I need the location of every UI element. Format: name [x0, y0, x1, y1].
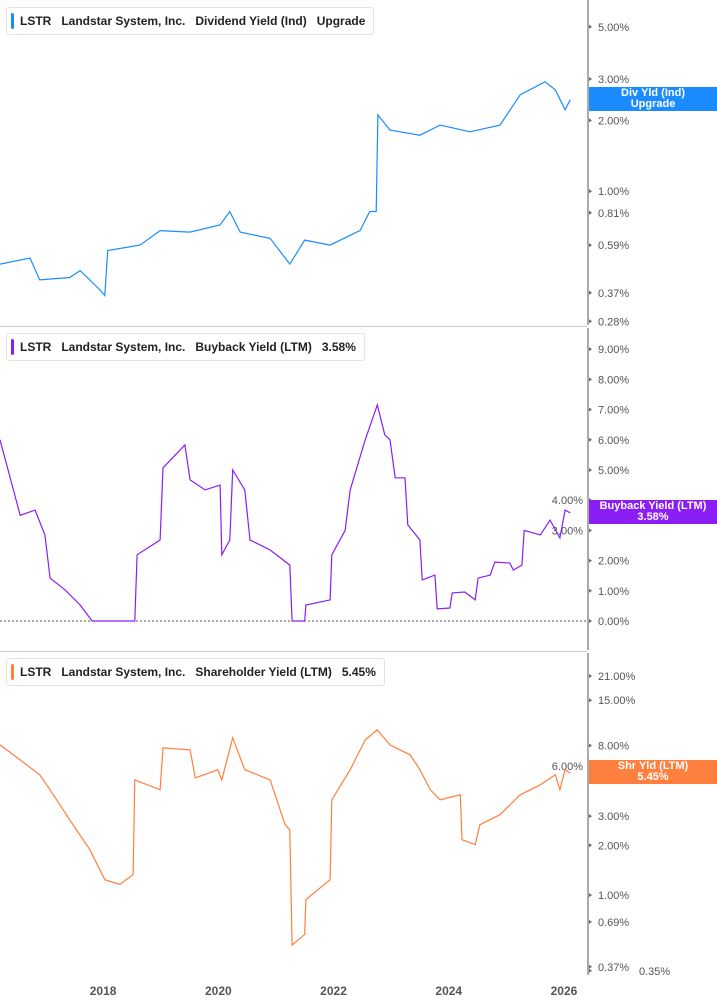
y-tick-label: 0.59% — [598, 240, 629, 252]
legend-ticker: LSTR — [20, 14, 52, 28]
y-tick-mark — [589, 437, 592, 442]
y-tick-label: 7.00% — [598, 405, 629, 417]
y-tick-label: 3.00% — [552, 525, 583, 537]
value-tag-shareholder-yield: Shr Yld (LTM) 5.45% — [589, 760, 717, 785]
legend-company: Landstar System, Inc. — [61, 14, 186, 28]
y-tick-label: 8.00% — [598, 374, 629, 386]
y-tick-mark — [589, 558, 592, 563]
y-tick-label: 5.00% — [598, 22, 629, 34]
y-tick-mark — [589, 698, 592, 703]
y-tick-mark — [589, 964, 592, 969]
y-tick-label: 2.00% — [598, 115, 629, 127]
legend-dividend-yield: LSTR Landstar System, Inc. Dividend Yiel… — [6, 7, 375, 35]
legend-value: 3.58% — [321, 340, 356, 354]
y-tick-label: 1.00% — [598, 186, 629, 198]
y-tick-mark — [589, 893, 592, 898]
y-tick-label: 0.37% — [598, 288, 629, 300]
y-tick-label: 0.81% — [598, 208, 629, 220]
y-tick-mark — [589, 919, 592, 924]
legend-ticker: LSTR — [20, 665, 52, 679]
tag-value: 5.45% — [637, 771, 669, 784]
y-tick-label: 8.00% — [598, 740, 629, 752]
y-tick-mark — [589, 528, 592, 533]
y-tick-mark — [589, 843, 592, 848]
y-tick-label: 0.00% — [598, 616, 629, 628]
legend-metric: Buyback Yield (LTM) — [195, 340, 312, 354]
y-tick-mark — [589, 968, 592, 973]
tag-label: Shr Yld (LTM) — [617, 760, 689, 773]
x-tick-label: 2024 — [435, 984, 462, 998]
y-tick-label: 2.00% — [598, 556, 629, 568]
tag-label: Div Yld (Ind) — [621, 86, 685, 99]
y-tick-mark — [589, 377, 592, 382]
legend-metric: Dividend Yield (Ind) — [195, 14, 307, 28]
y-tick-mark — [589, 243, 592, 248]
y-tick-mark — [589, 210, 592, 215]
y-tick-mark — [589, 76, 592, 81]
y-tick-label: 0.69% — [598, 917, 629, 929]
y-tick-mark — [589, 189, 592, 194]
series-line — [0, 729, 571, 947]
tag-value: 3.58% — [637, 510, 669, 523]
y-tick-mark — [589, 588, 592, 593]
series-line — [0, 402, 571, 622]
y-tick-mark — [589, 743, 592, 748]
legend-swatch — [11, 13, 14, 29]
x-tick-label: 2020 — [205, 984, 232, 998]
y-tick-mark — [589, 407, 592, 412]
y-tick-label: 4.00% — [552, 495, 583, 507]
y-tick-mark — [589, 467, 592, 472]
y-tick-label: 21.00% — [598, 671, 636, 683]
y-tick-label: 6.00% — [598, 435, 629, 447]
y-tick-label: 2.00% — [598, 840, 629, 852]
y-tick-mark — [589, 24, 592, 29]
y-tick-label: 3.00% — [598, 74, 629, 86]
y-tick-mark — [589, 673, 592, 678]
y-tick-label: 1.00% — [598, 890, 629, 902]
legend-company: Landstar System, Inc. — [61, 340, 186, 354]
legend-ticker: LSTR — [20, 340, 52, 354]
x-tick-label: 2018 — [90, 984, 117, 998]
y-tick-mark — [589, 290, 592, 295]
x-tick-label: 2022 — [320, 984, 347, 998]
y-tick-mark — [589, 619, 592, 624]
y-tick-mark — [589, 118, 592, 123]
y-tick-mark — [589, 319, 592, 324]
y-tick-label: 6.00% — [552, 761, 583, 773]
y-tick-label: 1.00% — [598, 586, 629, 598]
x-tick-label: 2026 — [551, 984, 578, 998]
y-tick-label: 5.00% — [598, 465, 629, 477]
legend-value: Upgrade — [316, 14, 366, 28]
legend-metric: Shareholder Yield (LTM) — [195, 665, 332, 679]
tag-label: Buyback Yield (LTM) — [599, 499, 707, 512]
y-tick-label: 3.00% — [598, 811, 629, 823]
y-tick-mark — [589, 814, 592, 819]
y-tick-label: 0.35% — [639, 966, 670, 978]
legend-value: 5.45% — [341, 665, 376, 679]
legend-swatch — [11, 339, 14, 355]
y-tick-label: 0.37% — [598, 962, 629, 974]
y-tick-mark — [589, 347, 592, 352]
series-line — [0, 81, 571, 298]
legend-company: Landstar System, Inc. — [61, 665, 186, 679]
y-tick-label: 9.00% — [598, 344, 629, 356]
value-tag-buyback-yield: Buyback Yield (LTM) 3.58% — [589, 499, 717, 524]
y-tick-label: 15.00% — [598, 695, 636, 707]
value-tag-dividend-yield: Div Yld (Ind) Upgrade — [589, 86, 717, 111]
y-tick-label: 0.28% — [598, 316, 629, 328]
legend-shareholder-yield: LSTR Landstar System, Inc. Shareholder Y… — [6, 658, 385, 686]
tag-value: Upgrade — [630, 97, 676, 110]
legend-buyback-yield: LSTR Landstar System, Inc. Buyback Yield… — [6, 333, 365, 361]
legend-swatch — [11, 664, 14, 680]
